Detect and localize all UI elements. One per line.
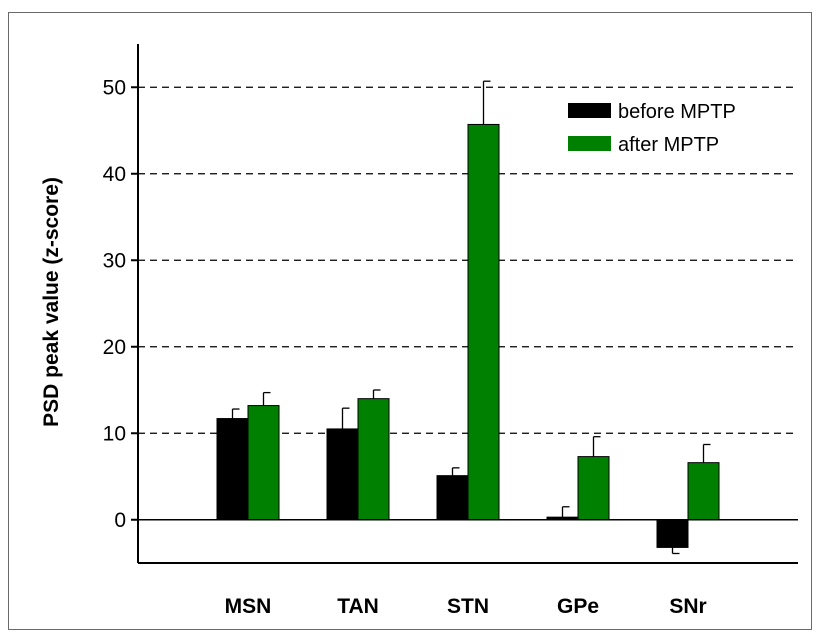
legend: before MPTP after MPTP [568,101,736,156]
bar-snr-after [687,462,720,521]
bar-gpe-after [577,456,610,521]
y-tick-label: 50 [103,76,126,99]
bar-tan-before [326,428,359,521]
bar-msn-before [216,418,249,521]
legend-swatch-after [568,136,611,151]
category-label-snr: SNr [669,595,706,618]
y-tick-label: 10 [103,422,126,445]
legend-label-after: after MPTP [618,134,719,156]
category-label-stn: STN [447,595,489,618]
y-tick-label: 40 [103,163,126,186]
y-ticks: 0 10 20 30 40 50 [103,76,138,532]
bar-stn-before [436,475,469,521]
bar-stn-after [467,123,500,521]
category-label-gpe: GPe [557,595,599,618]
category-label-msn: MSN [225,595,272,618]
legend-swatch-before [568,103,611,118]
bar-tan-after [357,398,390,521]
legend-label-before: before MPTP [618,101,736,123]
y-tick-label: 20 [103,336,126,359]
category-labels: MSN TAN STN GPe SNr [225,595,707,618]
y-tick-label: 0 [114,509,126,532]
bar-msn-after [247,405,280,521]
axes [137,44,798,564]
bars [216,80,720,555]
category-label-tan: TAN [337,595,379,618]
y-axis-title: PSD peak value (z-score) [40,177,63,427]
y-tick-label: 30 [103,249,126,272]
bar-snr-before [656,519,689,548]
